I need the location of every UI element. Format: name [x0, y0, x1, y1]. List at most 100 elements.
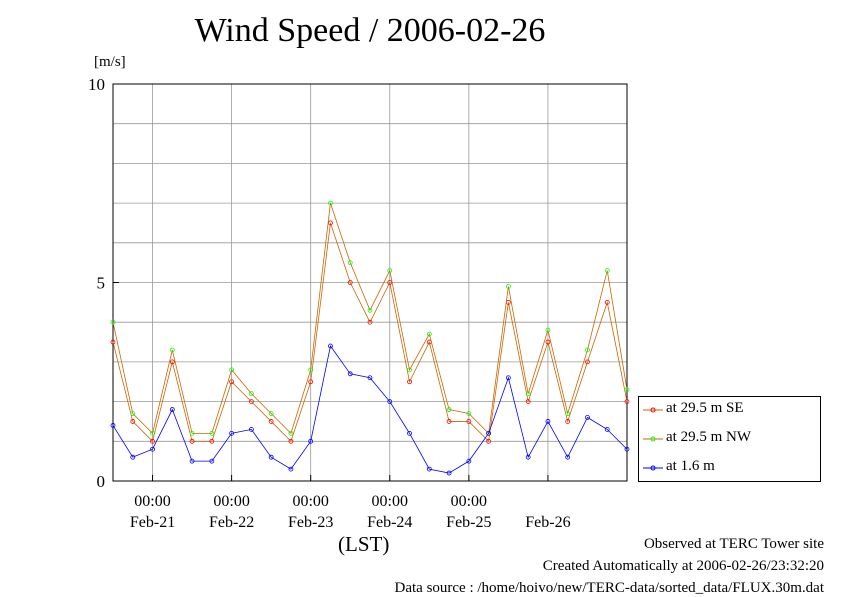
series-point-3 — [308, 438, 314, 444]
series-point-2 — [545, 327, 551, 333]
series-point-3 — [624, 446, 630, 452]
series-point-2 — [525, 391, 531, 397]
series-point-2 — [268, 411, 274, 416]
legend-label-low: at 1.6 m — [666, 458, 715, 474]
series-point-3 — [466, 458, 472, 464]
series-point-3 — [545, 419, 551, 424]
series-point-3 — [525, 454, 531, 460]
series-point-1 — [169, 359, 175, 365]
series-point-2 — [505, 284, 511, 289]
series-point-2 — [328, 200, 333, 206]
series-point-3 — [150, 446, 155, 452]
series-point-3 — [585, 415, 590, 420]
x-tick-label: 00:00 — [292, 493, 328, 510]
series-point-3 — [446, 470, 452, 476]
series-point-1 — [308, 379, 314, 385]
series-point-3 — [130, 454, 136, 460]
series-point-1 — [248, 399, 254, 405]
series-point-3 — [328, 343, 333, 349]
series-point-1 — [466, 419, 472, 424]
legend-label-nw: at 29.5 m NW — [666, 429, 751, 445]
series-point-3 — [387, 399, 393, 405]
series-point-2 — [308, 367, 314, 373]
series-point-2 — [248, 391, 254, 397]
series-point-2 — [209, 430, 215, 436]
x-date-label: Feb-23 — [288, 514, 333, 531]
series-point-2 — [387, 268, 393, 273]
series-point-1 — [525, 399, 531, 405]
series-point-1 — [130, 419, 136, 424]
x-date-label: Feb-25 — [446, 514, 491, 531]
series-point-1 — [110, 339, 116, 345]
x-date-label: Feb-24 — [367, 514, 412, 531]
series-line-2 — [112, 202, 628, 435]
legend-marker-se — [643, 407, 663, 413]
series-point-2 — [169, 347, 175, 353]
series-point-2 — [288, 430, 294, 436]
x-date-label: Feb-22 — [209, 514, 254, 531]
series-point-3 — [604, 426, 610, 432]
x-date-label: Feb-26 — [525, 514, 570, 531]
x-date-label: Feb-21 — [130, 514, 175, 531]
series-point-3 — [268, 454, 274, 460]
series-point-1 — [446, 419, 452, 424]
legend-item-se: at 29.5 m SE — [639, 400, 820, 420]
series-point-2 — [189, 430, 195, 436]
chart-title: Wind Speed / 2006-02-26 — [194, 12, 546, 49]
legend-marker-low — [643, 465, 663, 471]
series-point-3 — [110, 423, 116, 428]
y-unit-label: [m/s] — [94, 54, 126, 70]
series-point-1 — [367, 319, 373, 325]
series-point-2 — [150, 430, 155, 436]
series-point-1 — [624, 399, 630, 405]
series-point-1 — [486, 438, 492, 444]
series-point-3 — [565, 454, 571, 460]
series-point-3 — [367, 375, 373, 381]
series-point-1 — [565, 419, 571, 424]
footer-source: Data source : /home/hoivo/new/TERC-data/… — [394, 580, 825, 596]
series-point-1 — [209, 438, 215, 444]
series-point-2 — [604, 268, 610, 273]
series-point-3 — [229, 430, 235, 436]
series-point-2 — [347, 260, 353, 266]
series-line-3 — [112, 345, 628, 474]
series-point-2 — [426, 331, 432, 337]
series-point-3 — [486, 430, 492, 436]
series-point-3 — [347, 371, 353, 377]
footer-site: Observed at TERC Tower site — [643, 536, 824, 552]
series-point-3 — [209, 458, 215, 464]
series-point-1 — [407, 379, 412, 385]
series-point-1 — [347, 280, 353, 285]
legend-marker-nw — [643, 436, 663, 442]
series-point-3 — [426, 466, 432, 472]
series-point-2 — [466, 411, 472, 416]
series-point-2 — [446, 407, 452, 412]
x-tick-label: 00:00 — [372, 493, 408, 510]
footer-created: Created Automatically at 2006-02-26/23:3… — [542, 558, 824, 574]
series-point-2 — [367, 307, 373, 313]
series-point-3 — [189, 458, 195, 464]
series-point-2 — [624, 387, 630, 393]
x-axis-label: (LST) — [338, 532, 390, 556]
series-point-1 — [545, 339, 551, 345]
series-point-1 — [604, 299, 610, 305]
series-point-1 — [189, 438, 195, 444]
series-point-3 — [505, 375, 511, 381]
series-point-1 — [229, 379, 235, 385]
x-tick-label: 00:00 — [213, 493, 249, 510]
series-point-1 — [150, 438, 155, 444]
y-tick-label: 10 — [88, 75, 105, 94]
x-tick-label: 00:00 — [134, 493, 170, 510]
series-point-2 — [110, 319, 116, 325]
series-point-3 — [407, 430, 412, 436]
legend-label-se: at 29.5 m SE — [666, 400, 744, 416]
series-point-1 — [288, 438, 294, 444]
y-tick-label: 5 — [97, 274, 106, 293]
series-point-1 — [268, 419, 274, 424]
y-tick-label: 0 — [97, 472, 106, 491]
series-point-2 — [407, 367, 412, 373]
series-line-1 — [112, 222, 628, 443]
series-point-2 — [585, 347, 590, 353]
series-point-2 — [565, 411, 571, 416]
